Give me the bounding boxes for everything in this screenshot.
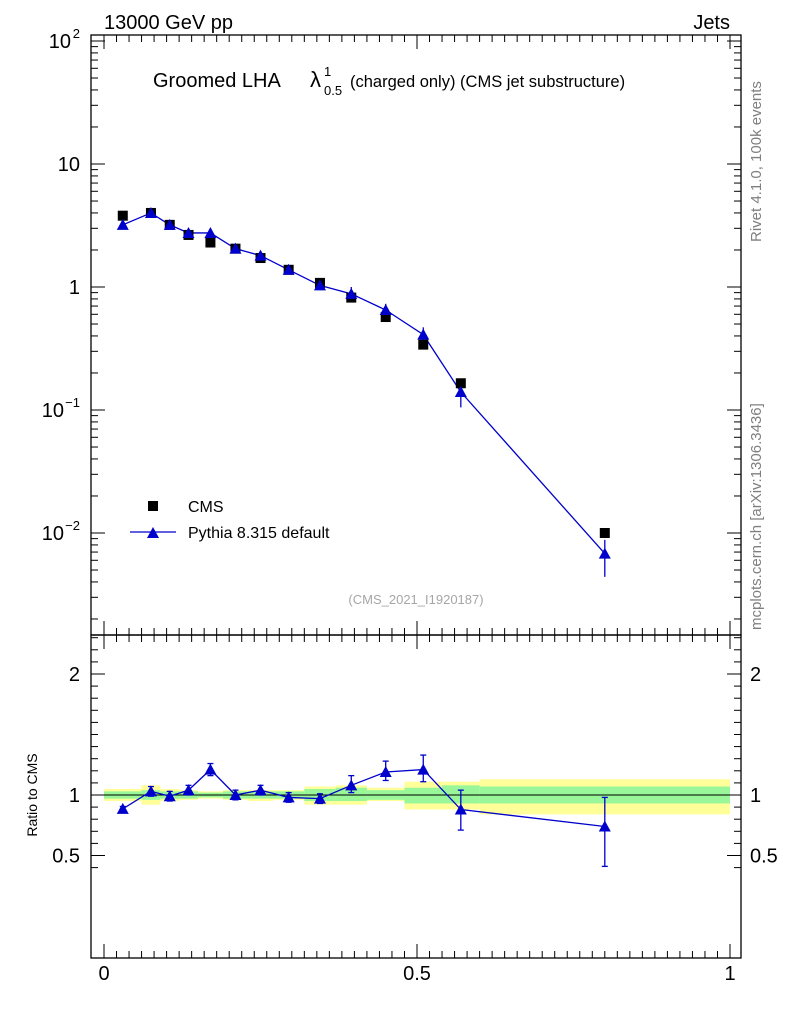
mc-point bbox=[254, 249, 267, 261]
ratio-xtick-label: 0.5 bbox=[403, 963, 431, 985]
mc-point bbox=[417, 328, 430, 340]
ratio-frame bbox=[90, 634, 742, 959]
ratio-band-inner-9 bbox=[335, 787, 367, 802]
ratio-mc-point bbox=[182, 784, 195, 796]
title-main: Groomed LHA bbox=[153, 70, 281, 92]
ratio-mc-point bbox=[345, 779, 358, 791]
cms-point bbox=[117, 210, 128, 221]
ratio-xtick-label: 1 bbox=[724, 963, 735, 985]
cms-point bbox=[205, 237, 216, 248]
ratio-ytick-label-left: 1 bbox=[69, 785, 80, 807]
legend-data-label: CMS bbox=[188, 499, 224, 516]
analysis-id: (CMS_2021_I1920187) bbox=[348, 592, 483, 607]
header-right: Jets bbox=[693, 12, 730, 34]
ratio-mc-point bbox=[282, 791, 295, 803]
cms-point bbox=[599, 528, 610, 538]
cms-point bbox=[455, 378, 466, 389]
title-lambda: λ bbox=[310, 67, 321, 92]
title-rest: (charged only) (CMS jet substructure) bbox=[350, 73, 625, 91]
main-ytick-label: 10 bbox=[58, 154, 80, 176]
mc-point bbox=[598, 547, 611, 559]
rivet-label: Rivet 4.1.0, 100k events bbox=[748, 81, 765, 242]
main-ytick-exponent: −1 bbox=[65, 395, 80, 410]
main-ytick-label: 1 bbox=[69, 277, 80, 299]
legend: CMS Pythia 8.315 default bbox=[130, 499, 330, 542]
ratio-mc-point bbox=[313, 792, 326, 804]
ratio-mc-point bbox=[598, 820, 611, 832]
mc-point bbox=[182, 226, 195, 238]
ratio-mc-point bbox=[379, 766, 392, 778]
ratio-mc-point bbox=[204, 763, 217, 775]
ratio-ytick-label-right: 1 bbox=[750, 785, 761, 807]
title-sup: 1 bbox=[324, 64, 331, 79]
ratio-mc-point bbox=[116, 802, 129, 814]
mc-point bbox=[379, 304, 392, 316]
main-ytick-label: 10 bbox=[49, 31, 71, 53]
legend-data-marker bbox=[148, 501, 158, 511]
ratio-ytick-label-right: 0.5 bbox=[750, 846, 778, 868]
title-sub: 0.5 bbox=[324, 83, 342, 98]
ratio-mc-point bbox=[454, 803, 467, 815]
mc-point bbox=[345, 287, 358, 299]
ratio-mc-line bbox=[122, 768, 605, 828]
header-left: 13000 GeV pp bbox=[104, 12, 233, 34]
ratio-xtick-label: 0 bbox=[98, 963, 109, 985]
main-ytick-exponent: −2 bbox=[65, 518, 80, 533]
ratio-mc-point bbox=[163, 790, 176, 802]
mc-point bbox=[229, 242, 242, 254]
cms-point bbox=[418, 339, 429, 350]
main-ytick-label: 10 bbox=[42, 400, 64, 422]
ratio-mc-point bbox=[417, 763, 430, 775]
mc-point bbox=[163, 218, 176, 230]
mc-point bbox=[204, 226, 217, 238]
main-frame bbox=[90, 34, 742, 636]
main-ytick-label: 10 bbox=[42, 523, 64, 545]
ratio-mc-point bbox=[229, 789, 242, 800]
mc-point bbox=[116, 218, 129, 230]
ratio-ytick-label-right: 2 bbox=[750, 664, 761, 686]
mc-point bbox=[282, 263, 295, 275]
ratio-panel: 0 0.5 1 0.5 0.5 1 1 2 2 bbox=[52, 634, 778, 985]
ratio-ytick-label-left: 0.5 bbox=[52, 846, 80, 868]
ratio-ytick-label-left: 2 bbox=[69, 664, 80, 686]
ratio-mc-point bbox=[254, 784, 267, 796]
mc-point bbox=[313, 279, 326, 291]
plot-title: Groomed LHA λ 1 0.5 (charged only) (CMS … bbox=[153, 64, 625, 98]
ratio-mc-point bbox=[144, 785, 157, 797]
ratio-band-inner-11 bbox=[404, 787, 443, 804]
ratio-ylabel: Ratio to CMS bbox=[24, 753, 40, 836]
cms-point bbox=[380, 312, 391, 323]
legend-mc-label: Pythia 8.315 default bbox=[188, 525, 330, 542]
mc-point bbox=[144, 206, 157, 218]
legend-mc-marker bbox=[147, 527, 159, 538]
mc-point bbox=[454, 386, 467, 398]
mcplots-label: mcplots.cern.ch [arXiv:1306.3436] bbox=[748, 403, 765, 630]
main-ytick-exponent: 2 bbox=[73, 26, 80, 41]
